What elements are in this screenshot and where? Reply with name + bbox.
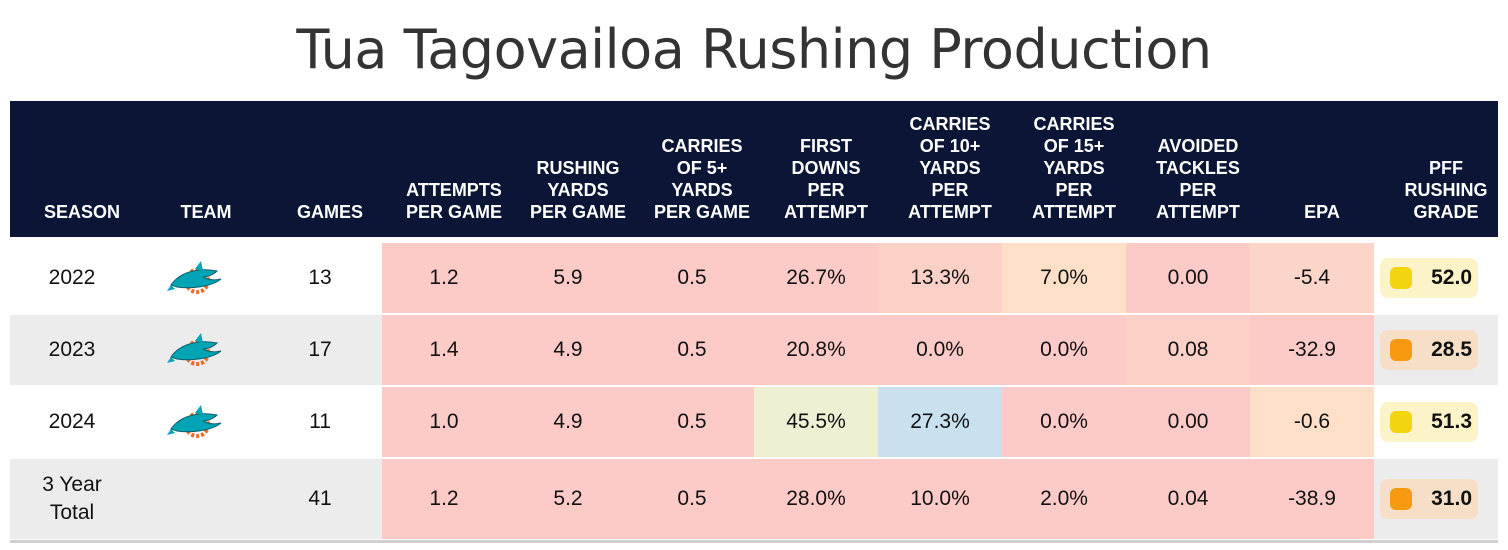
table-row: 2023 17 1.4 4.9 0.5 20.8% 0.0% 0.0% 0.08 -32.9 28.… (10, 315, 1498, 385)
chart-title: Tua Tagovailoa Rushing Production (296, 18, 1212, 81)
stat-cell: 0.04 (1126, 459, 1250, 539)
stat-cell: 0.5 (630, 387, 754, 457)
grade-value: 51.3 (1431, 410, 1472, 433)
stat-cell: 2.0% (1002, 459, 1126, 539)
games-cell: 41 (308, 487, 332, 510)
stat-cell: 1.4 (382, 315, 506, 385)
games-cell: 11 (309, 410, 331, 433)
table-row: 2022 13 1.2 5.9 0.5 26.7% 13.3% 7.0% 0.00 -5.4 52.… (10, 243, 1498, 313)
grade-value: 28.5 (1431, 338, 1472, 361)
stat-cell: -32.9 (1250, 315, 1374, 385)
column-header: SEASON (43, 202, 121, 222)
stat-cell: 0.5 (630, 459, 754, 539)
stat-cell: 26.7% (754, 243, 878, 313)
grade-badge: 28.5 (1380, 330, 1478, 370)
team-logo-icon (134, 243, 258, 313)
table-row: 3 Year Total 41 1.2 5.2 0.5 28.0% 10.0% 2.0% 0.0… (10, 459, 1498, 539)
season-cell: 2022 (48, 266, 96, 289)
column-header: CARRIES OF 10+ YARDS PER ATTEMPT (908, 114, 992, 222)
stat-cell: 0.00 (1126, 387, 1250, 457)
grade-value: 52.0 (1431, 266, 1472, 289)
team-logo-icon (134, 387, 258, 457)
stat-cell: 5.2 (506, 459, 630, 539)
grade-color-icon (1390, 339, 1412, 361)
grade-color-icon (1390, 411, 1412, 433)
stat-cell: 0.5 (630, 243, 754, 313)
column-header: CARRIES OF 15+ YARDS PER ATTEMPT (1032, 114, 1116, 222)
season-cell: 2024 (48, 410, 96, 433)
table-bottom-border (10, 540, 1498, 543)
stat-cell: 13.3% (878, 243, 1002, 313)
grade-cell: 31.0 (1374, 459, 1484, 539)
grade-cell: 51.3 (1374, 387, 1484, 457)
stat-cell: 27.3% (878, 387, 1002, 457)
stat-cell: 0.0% (878, 315, 1002, 385)
grade-cell: 28.5 (1374, 315, 1484, 385)
table-header: SEASON TEAM GAMES ATTEMPTS PER GAME RUSHING … (10, 101, 1498, 237)
grade-color-icon (1390, 267, 1412, 289)
team-cell (134, 459, 258, 539)
stat-cell: 28.0% (754, 459, 878, 539)
season-cell: 2023 (48, 338, 96, 361)
stat-cell: 0.00 (1126, 243, 1250, 313)
stat-cell: 4.9 (506, 315, 630, 385)
stat-cell: 10.0% (878, 459, 1002, 539)
column-header: TEAM (180, 202, 232, 222)
column-header: EPA (1304, 202, 1340, 222)
stat-cell: -38.9 (1250, 459, 1374, 539)
column-header: ATTEMPTS PER GAME (405, 180, 502, 222)
stat-cell: 7.0% (1002, 243, 1126, 313)
grade-cell: 52.0 (1374, 243, 1484, 313)
stat-cell: 0.08 (1126, 315, 1250, 385)
grade-badge: 52.0 (1380, 258, 1478, 298)
table-row: 2024 11 1.0 4.9 0.5 45.5% 27.3% 0.0% 0.00 -0.6 51.… (10, 387, 1498, 457)
stat-cell: 0.0% (1002, 387, 1126, 457)
stat-cell: 0.0% (1002, 315, 1126, 385)
column-header: GAMES (296, 202, 363, 222)
column-header: RUSHING YARDS PER GAME (529, 158, 626, 222)
column-header: PFF RUSHING GRADE (1404, 158, 1488, 222)
stat-cell: 20.8% (754, 315, 878, 385)
games-cell: 13 (308, 266, 332, 289)
column-header: CARRIES OF 5+ YARDS PER GAME (653, 136, 750, 222)
grade-value: 31.0 (1431, 487, 1472, 510)
grade-badge: 51.3 (1380, 402, 1478, 442)
stat-cell: 4.9 (506, 387, 630, 457)
stat-cell: -0.6 (1250, 387, 1374, 457)
grade-badge: 31.0 (1380, 479, 1478, 519)
stat-cell: 1.0 (382, 387, 506, 457)
stat-cell: 0.5 (630, 315, 754, 385)
column-header: FIRST DOWNS PER ATTEMPT (784, 136, 868, 222)
season-cell: 3 Year Total (42, 473, 102, 524)
games-cell: 17 (308, 338, 332, 361)
stat-cell: 1.2 (382, 243, 506, 313)
team-logo-icon (134, 315, 258, 385)
stat-cell: -5.4 (1250, 243, 1374, 313)
stat-cell: 45.5% (754, 387, 878, 457)
column-header: AVOIDED TACKLES PER ATTEMPT (1156, 136, 1240, 222)
grade-color-icon (1390, 488, 1412, 510)
stat-cell: 1.2 (382, 459, 506, 539)
stat-cell: 5.9 (506, 243, 630, 313)
